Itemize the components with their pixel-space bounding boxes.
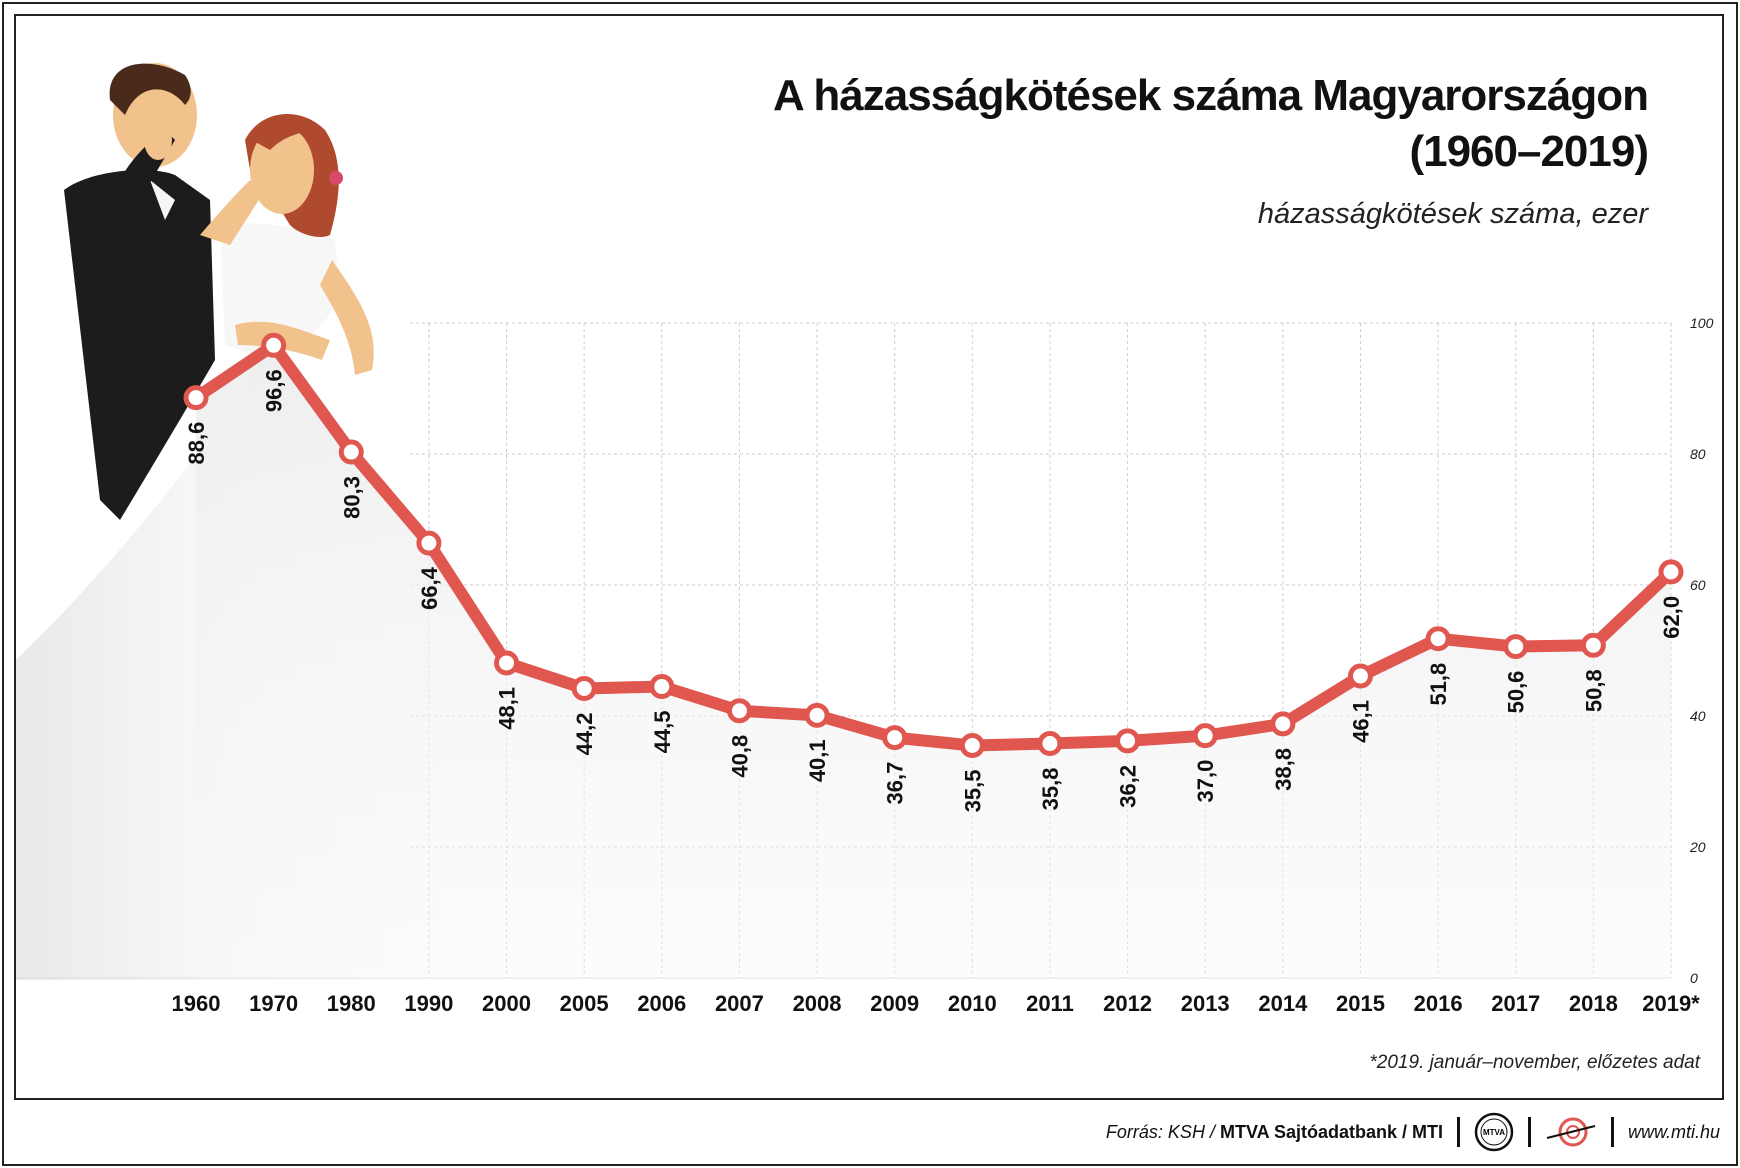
source-bold: MTVA Sajtóadatbank / MTI [1219,1121,1443,1142]
data-point-marker [726,698,752,724]
data-label: 35,5 [960,769,985,812]
data-point-marker [1503,634,1529,660]
footer: Forrás: KSH / MTVA Sajtóadatbank / MTI M… [1106,1112,1720,1152]
data-label: 36,7 [883,762,908,805]
data-label: 35,8 [1038,768,1063,811]
data-point-marker [959,732,985,758]
data-point-marker [416,530,442,556]
source-credit: Forrás: KSH / MTVA Sajtóadatbank / MTI [1106,1122,1443,1143]
x-tick-label: 2007 [715,991,764,1016]
data-label: 40,1 [805,739,830,782]
source-prefix: Forrás: KSH / [1105,1121,1220,1142]
x-tick-label: 2018 [1569,991,1618,1016]
series-area [196,345,1671,978]
x-tick-label: 2009 [870,991,919,1016]
footer-divider [1610,1117,1614,1147]
data-point-marker [1580,632,1606,658]
x-tick-label: 1990 [404,991,453,1016]
data-label: 40,8 [727,735,752,778]
mtva-logo-icon: MTVA [1474,1112,1514,1152]
data-point-marker [804,702,830,728]
footer-divider [1456,1117,1460,1147]
x-tick-label: 2014 [1258,991,1308,1016]
x-tick-label: 2000 [482,991,531,1016]
data-label: 44,5 [650,711,675,754]
data-point-marker [1270,711,1296,737]
data-label: 80,3 [339,476,364,519]
data-label: 50,6 [1504,671,1529,714]
x-tick-label: 2006 [637,991,686,1016]
data-point-marker [494,650,520,676]
data-point-marker [1425,626,1451,652]
data-label: 46,1 [1348,700,1373,743]
x-tick-label: 2015 [1336,991,1385,1016]
y-tick-label: 60 [1690,577,1706,593]
y-tick-label: 0 [1690,970,1698,986]
x-tick-label: 1970 [249,991,298,1016]
data-label: 37,0 [1193,760,1218,803]
x-tick-label: 2013 [1181,991,1230,1016]
data-point-marker [1658,559,1684,585]
data-point-marker [882,725,908,751]
data-point-marker [1192,723,1218,749]
y-tick-label: 40 [1690,708,1706,724]
data-point-marker [1347,663,1373,689]
chart-title-line2: (1960–2019) [1409,127,1649,176]
data-label: 88,6 [184,422,209,465]
data-point-marker [649,674,675,700]
chart-title-line1: A házasságkötések száma Magyarországon [773,71,1649,120]
y-tick-label: 80 [1690,446,1706,462]
x-tick-label: 1960 [172,991,221,1016]
x-tick-label: 2008 [793,991,842,1016]
footer-divider [1527,1117,1531,1147]
series-line [190,339,1677,752]
mti-logo-icon [1546,1117,1596,1147]
data-point-marker [261,332,287,358]
y-tick-label: 100 [1690,315,1714,331]
chart-subtitle: házasságkötések száma, ezer [1257,198,1648,230]
data-label: 62,0 [1659,596,1684,639]
x-tick-label: 1980 [327,991,376,1016]
data-label: 50,8 [1581,669,1606,712]
data-point-marker [338,439,364,465]
data-point-marker [1037,731,1063,757]
data-point-marker [571,675,597,701]
data-label: 51,8 [1426,663,1451,706]
data-point-marker [183,385,209,411]
data-label: 36,2 [1116,765,1141,808]
x-tick-label: 2010 [948,991,997,1016]
x-tick-label: 2016 [1414,991,1463,1016]
footnote: *2019. január–november, előzetes adat [1369,1052,1700,1073]
mtva-logo-text: MTVA [1483,1128,1505,1137]
website-link[interactable]: www.mti.hu [1627,1121,1720,1142]
data-label: 96,6 [262,369,287,412]
y-tick-label: 20 [1689,839,1706,855]
data-label: 48,1 [495,687,520,730]
x-tick-label: 2017 [1491,991,1540,1016]
x-tick-label: 2005 [560,991,609,1016]
data-label: 44,2 [572,712,597,755]
data-label: 38,8 [1271,748,1296,791]
x-tick-label: 2019* [1642,991,1700,1016]
x-tick-label: 2011 [1026,991,1074,1016]
x-tick-label: 2012 [1103,991,1152,1016]
data-point-marker [1115,728,1141,754]
data-label: 66,4 [417,566,442,610]
